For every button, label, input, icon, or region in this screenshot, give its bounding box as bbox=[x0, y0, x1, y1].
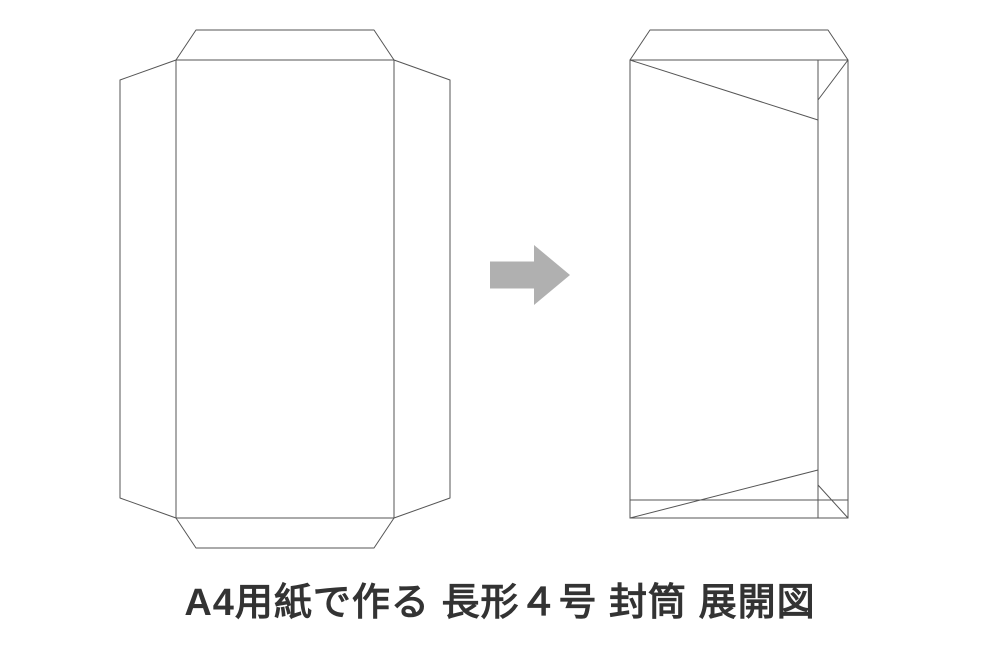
unfolded-envelope-template bbox=[120, 30, 450, 548]
diagram-canvas bbox=[0, 0, 1000, 666]
diagram-caption: A4用紙で作る 長形４号 封筒 展開図 bbox=[0, 571, 1000, 626]
folded-envelope bbox=[630, 30, 848, 518]
transform-arrow-icon bbox=[490, 245, 570, 305]
